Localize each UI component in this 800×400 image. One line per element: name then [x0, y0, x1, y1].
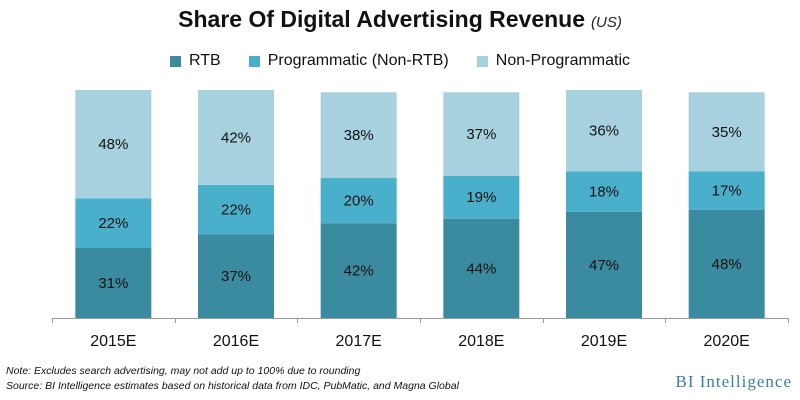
- bar-segment-rtb: [566, 211, 642, 318]
- bar-value-label: 22%: [221, 202, 251, 219]
- bar-value-label: 19%: [466, 189, 496, 206]
- x-axis-tick-label: 2015E: [90, 333, 136, 350]
- legend-label-rtb: RTB: [188, 52, 221, 69]
- stacked-bar-chart: 31% 22% 48% 2015E 37% 22% 42% 2016E 42% 20% 38% 201…: [52, 90, 789, 350]
- bar-segment-programmatic-non-rtb: [443, 175, 520, 219]
- bar-segment-rtb: [75, 248, 152, 318]
- legend-swatch-rtb: [169, 55, 181, 67]
- bar-value-label: 17%: [712, 182, 742, 199]
- legend-item-rtb: RTB: [169, 52, 221, 70]
- bar-segment-non-programmatic: [443, 92, 520, 176]
- bar-value-label: 47%: [589, 257, 619, 274]
- chart-source: Source: BI Intelligence estimates based …: [6, 380, 459, 392]
- chart-title: Share Of Digital Advertising Revenue: [178, 6, 586, 32]
- bar-segment-rtb: [443, 218, 520, 318]
- bar-segment-non-programmatic: [688, 92, 765, 172]
- bar-segment-programmatic-non-rtb: [320, 178, 397, 224]
- x-axis-tick-label: 2018E: [458, 333, 504, 350]
- bar-segment-rtb: [688, 209, 765, 318]
- bar-segment-programmatic-non-rtb: [566, 171, 642, 212]
- chart-title-suffix: (US): [591, 14, 622, 31]
- bar-value-label: 44%: [466, 260, 496, 277]
- bar-value-label: 37%: [466, 126, 496, 143]
- bar-value-label: 22%: [98, 215, 128, 232]
- bar-segment-non-programmatic: [320, 92, 397, 179]
- brand-logo: BI Intelligence: [675, 372, 792, 391]
- bar-value-label: 35%: [712, 124, 742, 141]
- x-axis-tick-label: 2020E: [704, 333, 750, 350]
- bar-segment-rtb: [198, 234, 274, 318]
- legend-swatch-non-programmatic: [476, 55, 488, 67]
- bar-value-label: 36%: [589, 123, 619, 140]
- bar-segment-non-programmatic: [75, 90, 152, 199]
- bar-value-label: 42%: [221, 129, 251, 146]
- bar-value-label: 48%: [98, 136, 128, 153]
- bar-segment-programmatic-non-rtb: [75, 198, 152, 249]
- x-axis-tick-label: 2016E: [213, 333, 259, 350]
- bar-value-label: 48%: [712, 256, 742, 273]
- bar-value-label: 31%: [98, 275, 128, 292]
- bar-value-label: 20%: [344, 193, 374, 210]
- legend-swatch-programmatic: [248, 55, 260, 67]
- legend-item-programmatic: Programmatic (Non-RTB): [248, 52, 449, 70]
- bar-segment-rtb: [320, 223, 397, 318]
- chart-footnotes: Note: Excludes search advertising, may n…: [6, 364, 459, 394]
- bar-segment-programmatic-non-rtb: [688, 171, 765, 210]
- bar-value-label: 37%: [221, 268, 251, 285]
- legend-item-non-programmatic: Non-Programmatic: [476, 52, 631, 70]
- legend-label-programmatic: Programmatic (Non-RTB): [267, 52, 449, 69]
- bar-segment-non-programmatic: [566, 90, 642, 172]
- bar-segment-non-programmatic: [198, 90, 274, 185]
- chart-note: Note: Excludes search advertising, may n…: [6, 365, 361, 377]
- x-axis-tick-label: 2019E: [581, 333, 627, 350]
- bar-value-label: 38%: [344, 127, 374, 144]
- legend-label-non-programmatic: Non-Programmatic: [495, 52, 631, 69]
- bar-segment-programmatic-non-rtb: [198, 184, 274, 235]
- chart-legend: RTB Programmatic (Non-RTB) Non-Programma…: [0, 52, 800, 70]
- bar-value-label: 18%: [589, 184, 619, 201]
- bar-value-label: 42%: [344, 263, 374, 280]
- chart-title-row: Share Of Digital Advertising Revenue (US): [0, 6, 800, 33]
- x-axis-tick-label: 2017E: [336, 333, 382, 350]
